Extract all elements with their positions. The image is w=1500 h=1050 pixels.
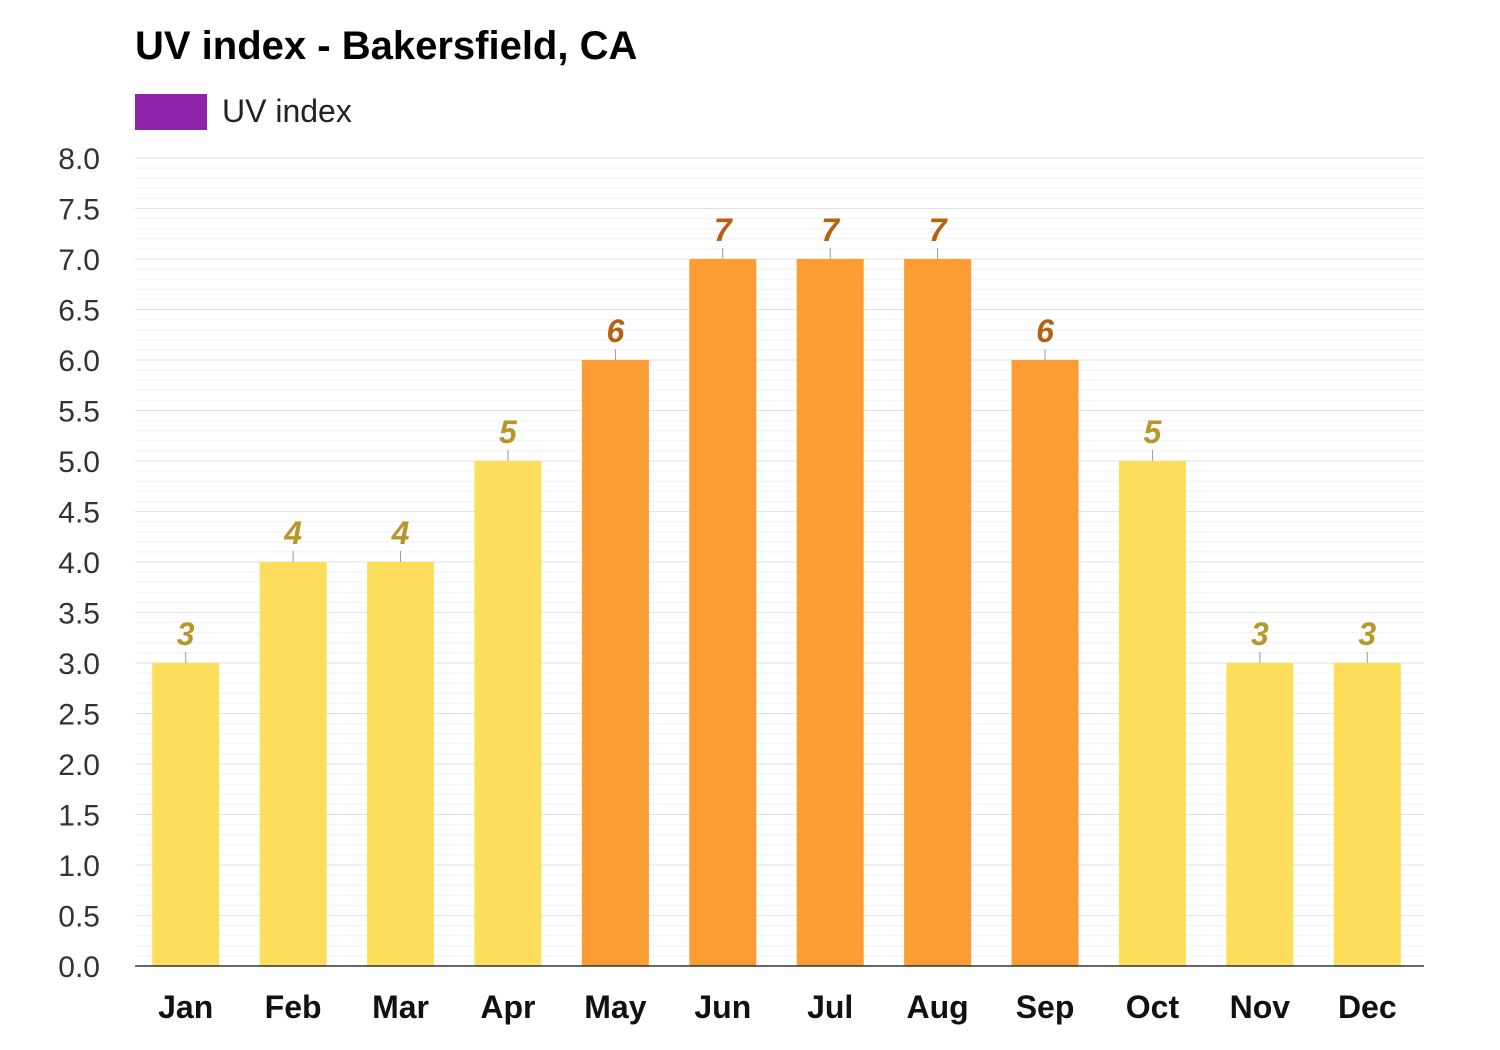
bar[interactable] bbox=[259, 562, 327, 966]
data-label: 7 bbox=[714, 212, 734, 248]
bar[interactable] bbox=[1118, 461, 1186, 966]
y-tick-label: 6.0 bbox=[58, 345, 100, 378]
bars bbox=[152, 259, 1401, 966]
x-category-label: Aug bbox=[907, 989, 969, 1025]
data-labels: 3 4 4 5 6 7 7 7 6 5 3 3 bbox=[177, 212, 1376, 663]
data-label: 6 bbox=[1036, 313, 1054, 349]
data-label: 4 bbox=[391, 515, 410, 551]
x-category-label: May bbox=[584, 989, 646, 1025]
bar[interactable] bbox=[1011, 360, 1079, 966]
bar[interactable] bbox=[904, 259, 972, 966]
x-category-label: Dec bbox=[1338, 989, 1397, 1025]
y-tick-label: 5.0 bbox=[58, 446, 100, 479]
y-tick-label: 7.5 bbox=[58, 194, 100, 227]
chart-title: UV index - Bakersfield, CA bbox=[135, 24, 638, 68]
x-axis-categories: Jan Feb Mar Apr May Jun Jul Aug Sep Oct Nov Dec bbox=[158, 989, 1397, 1025]
y-axis-ticks: 0.0 0.5 1.0 1.5 2.0 2.5 3.0 3.5 4.0 4.5 5.0 5.5 6.0 6… bbox=[58, 143, 100, 984]
bar[interactable] bbox=[796, 259, 864, 966]
legend-swatch bbox=[135, 93, 207, 130]
data-label: 5 bbox=[499, 414, 518, 450]
bar[interactable] bbox=[474, 461, 542, 966]
data-label: 4 bbox=[283, 515, 302, 551]
x-category-label: Oct bbox=[1126, 989, 1180, 1025]
y-tick-label: 4.5 bbox=[58, 497, 100, 530]
x-category-label: Nov bbox=[1230, 989, 1291, 1025]
y-tick-label: 1.0 bbox=[58, 850, 100, 883]
bar[interactable] bbox=[1333, 663, 1401, 966]
y-tick-label: 0.0 bbox=[58, 951, 100, 984]
x-category-label: Mar bbox=[372, 989, 429, 1025]
y-tick-label: 8.0 bbox=[58, 143, 100, 176]
legend[interactable]: UV index bbox=[135, 93, 352, 130]
y-tick-label: 5.5 bbox=[58, 396, 100, 429]
y-tick-label: 1.5 bbox=[58, 800, 100, 833]
x-category-label: Jun bbox=[694, 989, 751, 1025]
data-label: 7 bbox=[821, 212, 841, 248]
y-tick-label: 4.0 bbox=[58, 547, 100, 580]
data-label: 7 bbox=[929, 212, 949, 248]
x-category-label: Apr bbox=[480, 989, 535, 1025]
y-tick-label: 2.5 bbox=[58, 699, 100, 732]
y-tick-label: 7.0 bbox=[58, 244, 100, 277]
y-tick-label: 3.0 bbox=[58, 648, 100, 681]
y-tick-label: 6.5 bbox=[58, 295, 100, 328]
bar[interactable] bbox=[152, 663, 220, 966]
data-label: 3 bbox=[177, 616, 195, 652]
x-category-label: Jan bbox=[158, 989, 213, 1025]
data-label: 3 bbox=[1358, 616, 1376, 652]
data-label: 3 bbox=[1251, 616, 1269, 652]
legend-label: UV index bbox=[222, 93, 352, 129]
y-tick-label: 0.5 bbox=[58, 901, 100, 934]
grid-lines bbox=[135, 157, 1424, 957]
y-tick-label: 2.0 bbox=[58, 749, 100, 782]
x-category-label: Feb bbox=[265, 989, 322, 1025]
data-label: 5 bbox=[1144, 414, 1163, 450]
x-category-label: Sep bbox=[1016, 989, 1075, 1025]
bar[interactable] bbox=[689, 259, 757, 966]
bar[interactable] bbox=[581, 360, 649, 966]
x-category-label: Jul bbox=[807, 989, 853, 1025]
data-label: 6 bbox=[606, 313, 624, 349]
bar[interactable] bbox=[1226, 663, 1294, 966]
y-tick-label: 3.5 bbox=[58, 598, 100, 631]
bar[interactable] bbox=[367, 562, 435, 966]
